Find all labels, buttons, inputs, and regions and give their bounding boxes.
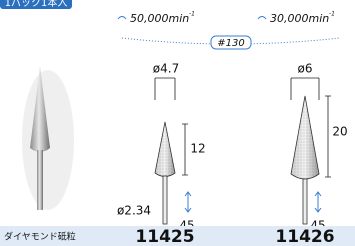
catalog-panel: 1パック1本入 50,000min -1 30,000min -1 #130 ø… bbox=[0, 0, 355, 246]
speed: 30,000min bbox=[270, 12, 329, 25]
product-photo bbox=[22, 66, 74, 210]
product-code: 11426 bbox=[275, 227, 334, 246]
shank-diameter: ø2.34 bbox=[117, 204, 151, 218]
badge: 1パック1本入 bbox=[5, 0, 68, 9]
speed-exponent: -1 bbox=[329, 11, 335, 18]
footer-label: ダイヤモンド砥粒 bbox=[4, 231, 76, 243]
head-length: 20 bbox=[332, 125, 347, 139]
page: 1パック1本入 50,000min -1 30,000min -1 #130 ø… bbox=[0, 0, 355, 246]
tool-drawing bbox=[155, 78, 191, 224]
grit: #130 bbox=[217, 38, 244, 49]
speed-exponent: -1 bbox=[189, 11, 195, 18]
head-length: 12 bbox=[190, 142, 205, 156]
product-code: 11425 bbox=[135, 227, 194, 246]
head-diameter: ø6 bbox=[298, 62, 313, 76]
head-diameter: ø4.7 bbox=[153, 62, 179, 76]
speed-decoration bbox=[118, 17, 126, 20]
speed: 50,000min bbox=[130, 12, 189, 25]
speed-decoration bbox=[258, 17, 266, 20]
tool-drawing bbox=[291, 78, 331, 224]
